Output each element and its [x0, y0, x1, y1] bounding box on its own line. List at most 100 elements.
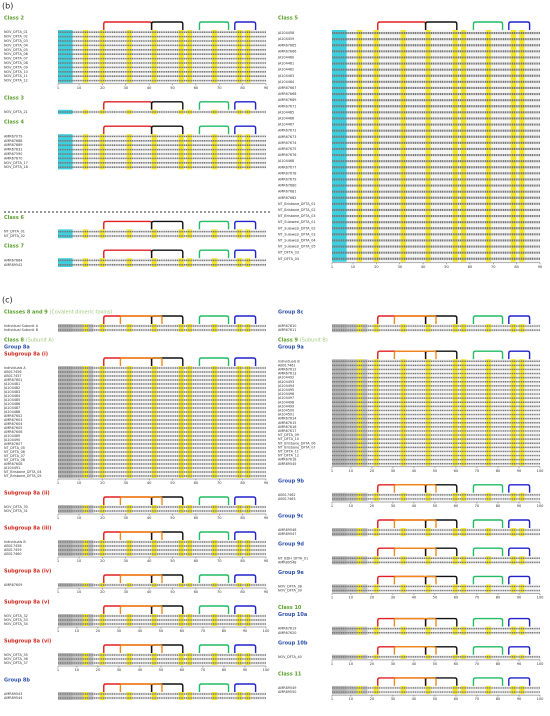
alignment-band	[58, 324, 266, 332]
sequence-name: NOV_DFTA_38	[278, 584, 302, 588]
conserved-column	[485, 30, 492, 262]
disulfide-bracket	[119, 683, 163, 692]
sequence-name: AMR89549	[278, 686, 296, 690]
conserved-column	[400, 685, 406, 695]
conserved-column	[400, 626, 406, 635]
sequence-name: JA104488	[3, 410, 20, 414]
disulfide-bracket	[150, 21, 184, 30]
sequence-name: AMR67619	[278, 627, 296, 631]
alignment-band	[332, 528, 540, 537]
conserved-column	[211, 30, 218, 83]
ruler-label: 60	[454, 469, 459, 473]
conserved-column	[178, 692, 184, 700]
conserved-column	[460, 492, 467, 501]
disulfide-bracket	[234, 574, 257, 583]
conserved-column	[356, 30, 363, 262]
heading-text: Subgroup 8a (iii)	[4, 525, 51, 531]
sequence-name: NT_BDH_DFTA_01	[278, 556, 308, 560]
conserved-column	[82, 324, 89, 332]
conserved-column	[211, 614, 218, 626]
sequence-name: AMR67681	[278, 190, 296, 194]
conserved-column	[356, 359, 363, 466]
disulfide-bracket	[103, 644, 153, 653]
conserved-column	[99, 324, 105, 332]
conserved-column	[178, 505, 184, 513]
conserved-column	[373, 584, 379, 593]
ruler-label: 10	[75, 668, 80, 672]
disulfide-bracket	[377, 575, 427, 585]
conserved-column	[485, 492, 492, 501]
conserved-column	[425, 626, 431, 635]
ruler-label: 60	[194, 86, 199, 90]
sequence-name: AMR67608	[4, 462, 22, 466]
sequence-name: AMR67610	[278, 324, 296, 328]
sequence-name: JA104499	[277, 404, 294, 408]
conserved-column	[452, 30, 458, 262]
conserved-column	[485, 556, 492, 565]
ruler-label: 40	[147, 516, 152, 520]
disulfide-bracket	[424, 575, 458, 585]
conserved-column	[99, 258, 105, 267]
conserved-column	[211, 109, 218, 115]
conserved-column	[510, 324, 517, 333]
sequence-name: NT_DFTA_07	[4, 454, 25, 458]
ruler-label: 90	[243, 629, 248, 633]
conserved-column	[425, 556, 431, 565]
disulfide-bracket	[424, 350, 458, 360]
ruler-label: 60	[180, 629, 185, 633]
sequence-name: NT_Sulawesi_DFTA_03	[278, 232, 316, 236]
conserved-column	[510, 359, 517, 466]
signal-column	[332, 324, 347, 333]
sequence-name: AB017463	[278, 497, 296, 501]
block-heading: Subgroup 8a (iv)	[4, 568, 51, 574]
ruler-label: 40	[138, 668, 143, 672]
ruler-label: 80	[222, 629, 227, 633]
sequence-name: AMR67664	[4, 258, 22, 262]
conserved-column	[425, 584, 431, 593]
disulfide-bracket	[198, 605, 230, 614]
ruler-label: 1	[57, 481, 59, 485]
disulfide-bracket	[472, 575, 504, 585]
conserved-column	[485, 584, 492, 593]
ruler-label: 1	[331, 504, 333, 508]
alignment-band	[58, 134, 266, 170]
sequence-name: JA104462	[277, 68, 294, 72]
conserved-column	[186, 540, 193, 556]
conserved-column	[211, 505, 218, 513]
sequence-name: NOV_DFTA_39	[278, 589, 302, 593]
disulfide-bracket	[393, 646, 437, 655]
conserved-column	[373, 685, 379, 695]
disulfide-bracket	[198, 220, 230, 230]
sequence-name: AMR67615	[278, 421, 296, 425]
sequence-name: NOV_DFTA_37	[4, 661, 28, 665]
sequence-name: Individuals A	[4, 366, 26, 370]
conserved-column	[245, 30, 251, 83]
conserved-column	[519, 556, 525, 565]
ruler-label: 10	[77, 516, 82, 520]
disulfide-bracket	[508, 519, 531, 528]
heading-text: Group 9a	[278, 344, 304, 350]
ruler-label: 30	[123, 590, 128, 594]
conserved-column	[245, 540, 251, 556]
sequence-name: AMR89543	[4, 692, 22, 696]
alignment-band	[332, 324, 540, 333]
ruler-label: 50	[170, 481, 175, 485]
disulfide-bracket	[393, 519, 437, 528]
sequence-name: AMR67675	[278, 147, 296, 151]
conserved-column	[82, 258, 89, 267]
disulfide-bracket	[234, 315, 257, 324]
sequence-name: AB017462	[278, 493, 296, 497]
ruler-label: 40	[147, 481, 152, 485]
ruler-label: 10	[349, 504, 354, 508]
disulfide-bracket	[234, 249, 257, 259]
disulfide-bracket	[377, 617, 427, 627]
ruler-label: 60	[180, 668, 185, 672]
disulfide-bracket	[119, 644, 163, 653]
heading-text: Class 7	[4, 243, 24, 249]
sequence-name: AMR67672	[278, 129, 296, 133]
disulfide-bracket	[424, 677, 458, 686]
